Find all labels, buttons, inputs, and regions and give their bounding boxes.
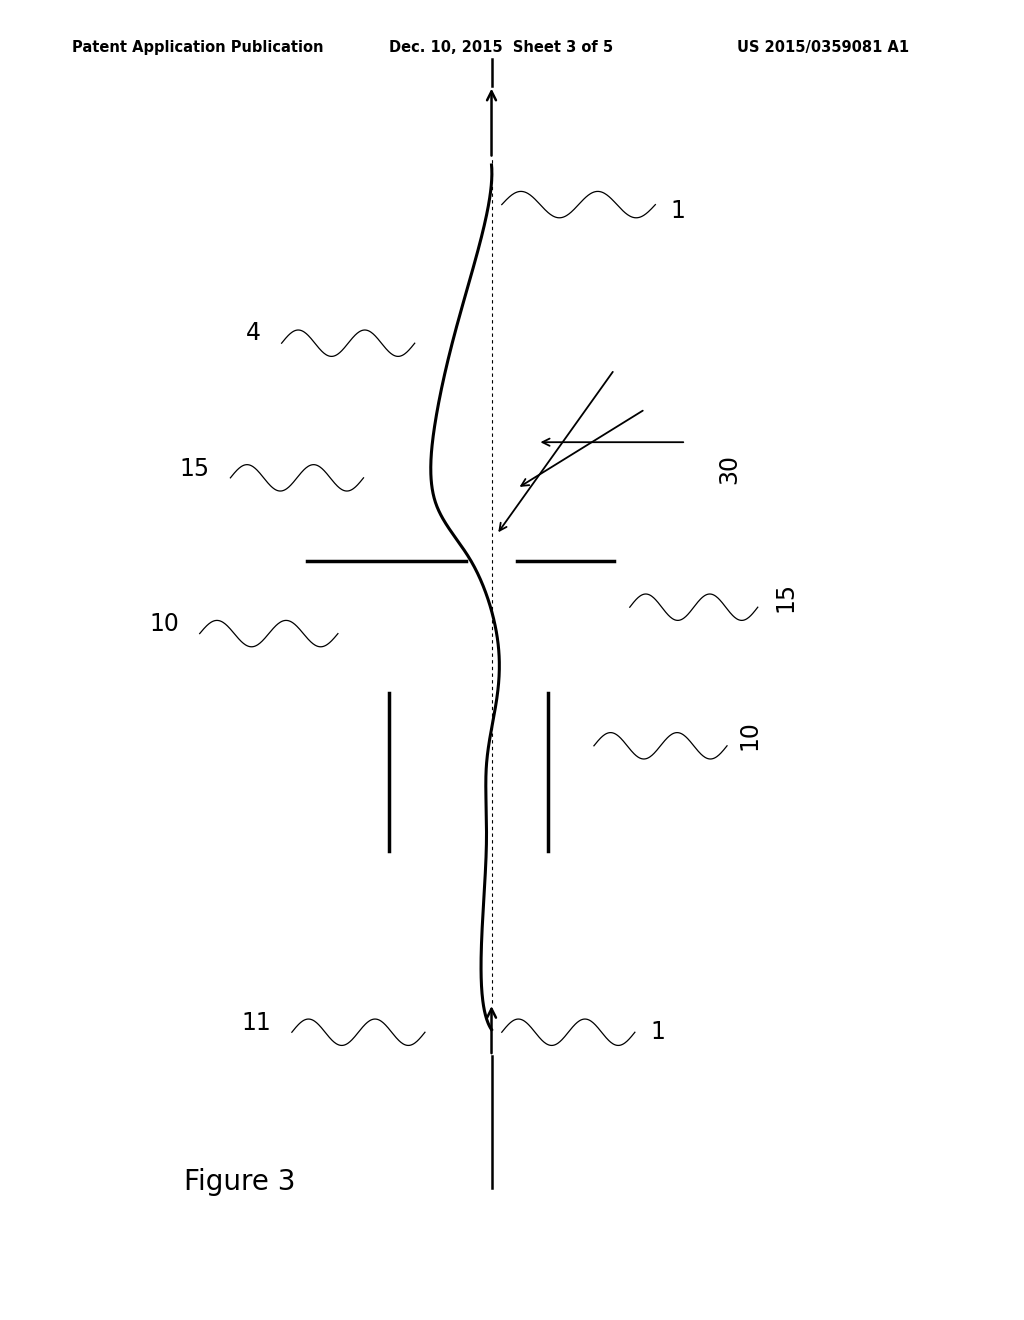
Text: US 2015/0359081 A1: US 2015/0359081 A1 [737, 40, 909, 54]
Text: Figure 3: Figure 3 [184, 1168, 296, 1196]
Text: Patent Application Publication: Patent Application Publication [72, 40, 324, 54]
Text: 15: 15 [773, 582, 797, 611]
Text: 10: 10 [150, 612, 179, 636]
Text: 15: 15 [180, 457, 210, 480]
Text: 10: 10 [737, 721, 761, 750]
Text: 11: 11 [242, 1011, 271, 1035]
Text: 30: 30 [717, 454, 740, 483]
Text: 1: 1 [671, 199, 686, 223]
Text: 4: 4 [246, 321, 261, 345]
Text: 1: 1 [650, 1020, 666, 1044]
Text: Dec. 10, 2015  Sheet 3 of 5: Dec. 10, 2015 Sheet 3 of 5 [389, 40, 613, 54]
